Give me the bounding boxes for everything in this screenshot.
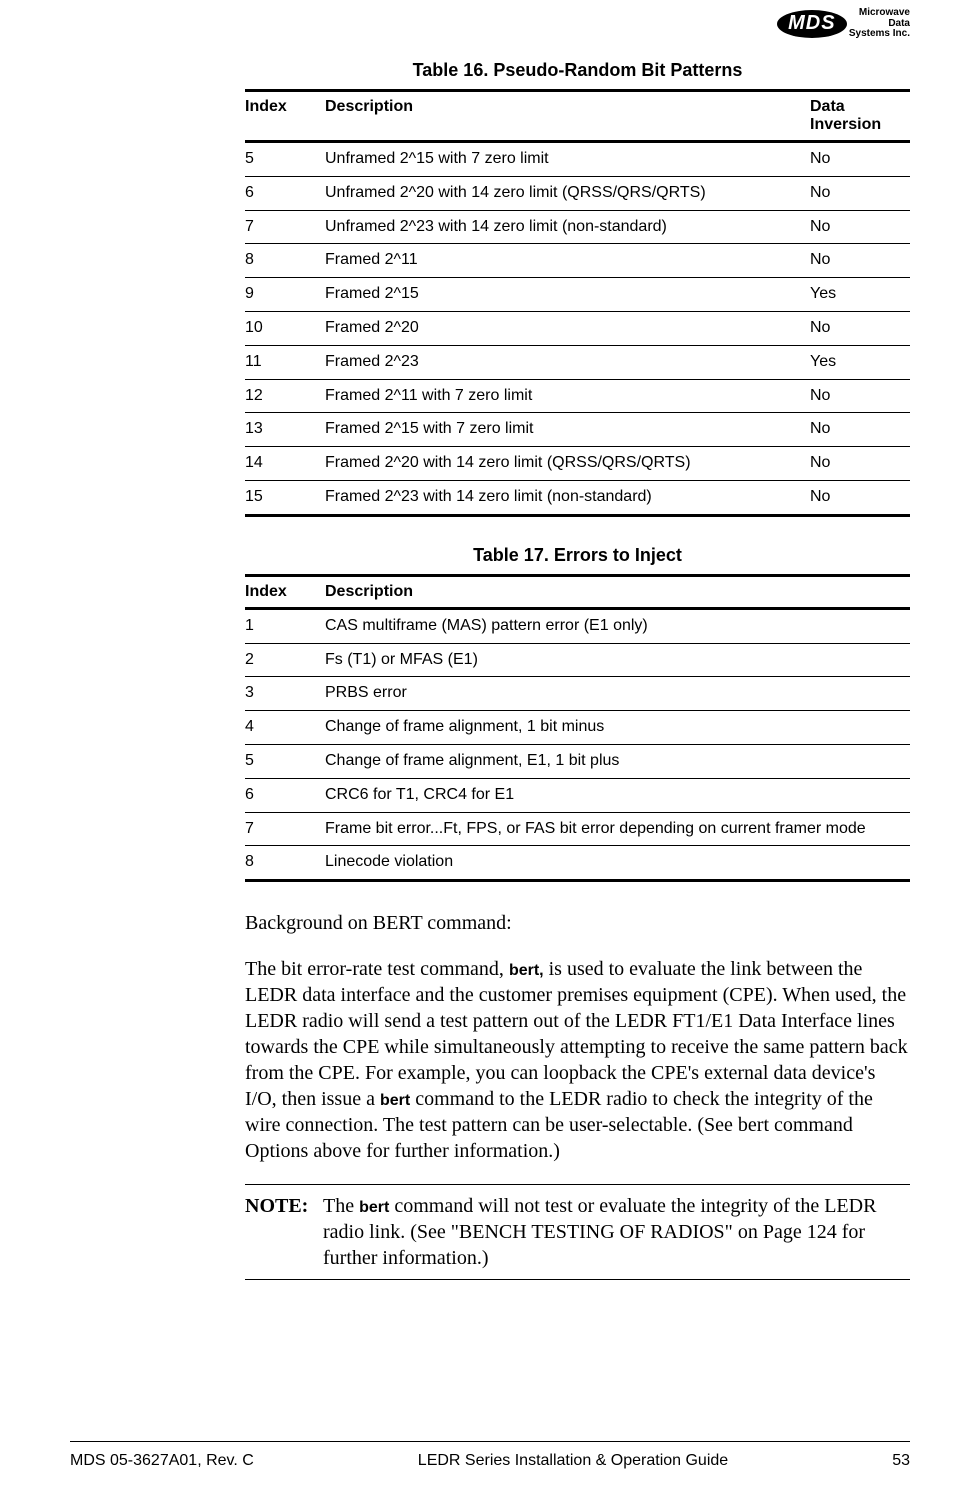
cell-index: 2 — [245, 643, 325, 677]
cell-inversion: No — [810, 413, 910, 447]
table-row: 7Unframed 2^23 with 14 zero limit (non-s… — [245, 210, 910, 244]
table16-header-row: Index Description Data Inversion — [245, 91, 910, 142]
cell-index: 5 — [245, 744, 325, 778]
cell-index: 7 — [245, 812, 325, 846]
cell-desc: CRC6 for T1, CRC4 for E1 — [325, 778, 910, 812]
inline-code-bert: bert — [359, 1199, 389, 1216]
cell-index: 8 — [245, 846, 325, 881]
cell-desc: Framed 2^23 with 14 zero limit (non-stan… — [325, 480, 810, 515]
footer-page-number: 53 — [892, 1452, 910, 1470]
cell-index: 8 — [245, 244, 325, 278]
cell-index: 1 — [245, 608, 325, 643]
company-logo: MDS Microwave Data Systems Inc. — [777, 8, 910, 40]
table-row: 12Framed 2^11 with 7 zero limitNo — [245, 379, 910, 413]
cell-index: 12 — [245, 379, 325, 413]
table-row: 6Unframed 2^20 with 14 zero limit (QRSS/… — [245, 176, 910, 210]
cell-index: 5 — [245, 142, 325, 177]
cell-inversion: No — [810, 142, 910, 177]
cell-desc: CAS multiframe (MAS) pattern error (E1 o… — [325, 608, 910, 643]
cell-desc: Fs (T1) or MFAS (E1) — [325, 643, 910, 677]
footer-doc-title: LEDR Series Installation & Operation Gui… — [254, 1452, 892, 1470]
cell-desc: Unframed 2^15 with 7 zero limit — [325, 142, 810, 177]
table-row: 15Framed 2^23 with 14 zero limit (non-st… — [245, 480, 910, 515]
cell-inversion: No — [810, 480, 910, 515]
table-row: 8Framed 2^11No — [245, 244, 910, 278]
cell-desc: Framed 2^15 — [325, 278, 810, 312]
cell-index: 6 — [245, 778, 325, 812]
cell-inversion: Yes — [810, 345, 910, 379]
table-row: 4Change of frame alignment, 1 bit minus — [245, 711, 910, 745]
table-row: 8Linecode violation — [245, 846, 910, 881]
table17-header-row: Index Description — [245, 575, 910, 608]
cell-index: 11 — [245, 345, 325, 379]
cell-inversion: Yes — [810, 278, 910, 312]
page-footer: MDS 05-3627A01, Rev. C LEDR Series Insta… — [70, 1441, 910, 1470]
table17-header-index: Index — [245, 575, 325, 608]
cell-desc: Linecode violation — [325, 846, 910, 881]
cell-inversion: No — [810, 447, 910, 481]
logo-company-name: Microwave Data Systems Inc. — [849, 8, 910, 40]
cell-desc: Change of frame alignment, 1 bit minus — [325, 711, 910, 745]
table-row: 11Framed 2^23Yes — [245, 345, 910, 379]
cell-inversion: No — [810, 210, 910, 244]
cell-index: 14 — [245, 447, 325, 481]
cell-desc: Framed 2^11 with 7 zero limit — [325, 379, 810, 413]
cell-desc: Unframed 2^20 with 14 zero limit (QRSS/Q… — [325, 176, 810, 210]
cell-desc: PRBS error — [325, 677, 910, 711]
cell-desc: Frame bit error...Ft, FPS, or FAS bit er… — [325, 812, 910, 846]
table17: Index Description 1CAS multiframe (MAS) … — [245, 574, 910, 882]
note-block: NOTE: The bert command will not test or … — [245, 1184, 910, 1280]
cell-index: 10 — [245, 311, 325, 345]
page-content: Table 16. Pseudo-Random Bit Patterns Ind… — [245, 60, 910, 1280]
cell-index: 13 — [245, 413, 325, 447]
table-row: 10Framed 2^20No — [245, 311, 910, 345]
table16: Index Description Data Inversion 5Unfram… — [245, 89, 910, 517]
table-row: 3PRBS error — [245, 677, 910, 711]
body-paragraph: The bit error-rate test command, bert, i… — [245, 956, 910, 1164]
cell-desc: Unframed 2^23 with 14 zero limit (non-st… — [325, 210, 810, 244]
inline-code-bert: bert — [380, 1092, 410, 1109]
cell-index: 4 — [245, 711, 325, 745]
table-row: 1CAS multiframe (MAS) pattern error (E1 … — [245, 608, 910, 643]
table17-title: Table 17. Errors to Inject — [245, 545, 910, 566]
cell-inversion: No — [810, 176, 910, 210]
table-row: 7Frame bit error...Ft, FPS, or FAS bit e… — [245, 812, 910, 846]
note-label: NOTE: — [245, 1193, 323, 1271]
cell-index: 15 — [245, 480, 325, 515]
section-heading: Background on BERT command: — [245, 910, 910, 936]
table-row: 14Framed 2^20 with 14 zero limit (QRSS/Q… — [245, 447, 910, 481]
table17-header-desc: Description — [325, 575, 910, 608]
cell-inversion: No — [810, 379, 910, 413]
footer-doc-number: MDS 05-3627A01, Rev. C — [70, 1452, 254, 1470]
table-row: 13Framed 2^15 with 7 zero limitNo — [245, 413, 910, 447]
cell-index: 7 — [245, 210, 325, 244]
cell-desc: Framed 2^23 — [325, 345, 810, 379]
table16-header-index: Index — [245, 91, 325, 142]
cell-index: 3 — [245, 677, 325, 711]
table-row: 9Framed 2^15Yes — [245, 278, 910, 312]
table16-header-inv: Data Inversion — [810, 91, 910, 142]
table16-title: Table 16. Pseudo-Random Bit Patterns — [245, 60, 910, 81]
cell-desc: Framed 2^11 — [325, 244, 810, 278]
table-row: 5Change of frame alignment, E1, 1 bit pl… — [245, 744, 910, 778]
note-text: The bert command will not test or evalua… — [323, 1193, 910, 1271]
cell-inversion: No — [810, 244, 910, 278]
cell-desc: Framed 2^20 with 14 zero limit (QRSS/QRS… — [325, 447, 810, 481]
table-row: 5Unframed 2^15 with 7 zero limitNo — [245, 142, 910, 177]
inline-code-bert: bert, — [509, 962, 544, 979]
cell-index: 9 — [245, 278, 325, 312]
table-row: 6CRC6 for T1, CRC4 for E1 — [245, 778, 910, 812]
logo-abbr: MDS — [777, 10, 847, 38]
table-row: 2Fs (T1) or MFAS (E1) — [245, 643, 910, 677]
cell-desc: Framed 2^20 — [325, 311, 810, 345]
cell-desc: Framed 2^15 with 7 zero limit — [325, 413, 810, 447]
cell-inversion: No — [810, 311, 910, 345]
cell-index: 6 — [245, 176, 325, 210]
table16-header-desc: Description — [325, 91, 810, 142]
cell-desc: Change of frame alignment, E1, 1 bit plu… — [325, 744, 910, 778]
